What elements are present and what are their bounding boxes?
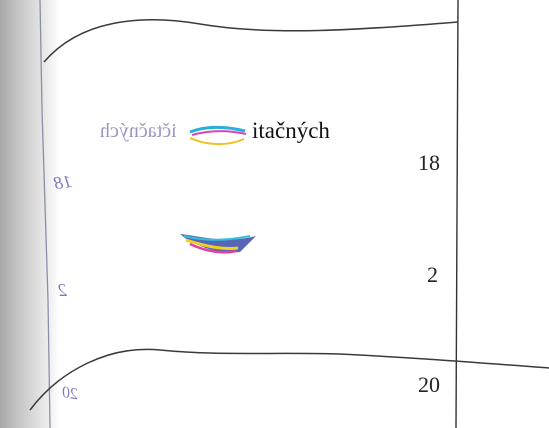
bleed-number-2: 2 <box>58 280 67 300</box>
ink-smudge-2 <box>191 130 247 136</box>
left-page-edge <box>39 0 51 428</box>
right-column-rule <box>455 0 459 428</box>
top-curved-rule <box>43 19 459 63</box>
bottom-curved-rule <box>29 348 549 411</box>
color-mark-4 <box>183 235 251 241</box>
cell-word: itačných <box>252 118 330 144</box>
bleed-number-18: 18 <box>52 170 74 194</box>
ink-smudge-1 <box>189 125 246 134</box>
page-edge-shadow <box>0 0 60 428</box>
color-mark-3 <box>189 242 237 254</box>
ink-smudge-3 <box>189 137 245 146</box>
bleed-number-20: 20 <box>60 383 80 404</box>
number-20: 20 <box>418 372 440 397</box>
mirrored-bleed-word: ičtačných <box>100 120 177 142</box>
number-18: 18 <box>418 150 440 175</box>
number-2: 2 <box>427 262 438 287</box>
cell-word-prefix: i <box>252 118 259 143</box>
cell-word-rest: tačných <box>258 118 330 143</box>
color-mark-2 <box>185 238 239 250</box>
